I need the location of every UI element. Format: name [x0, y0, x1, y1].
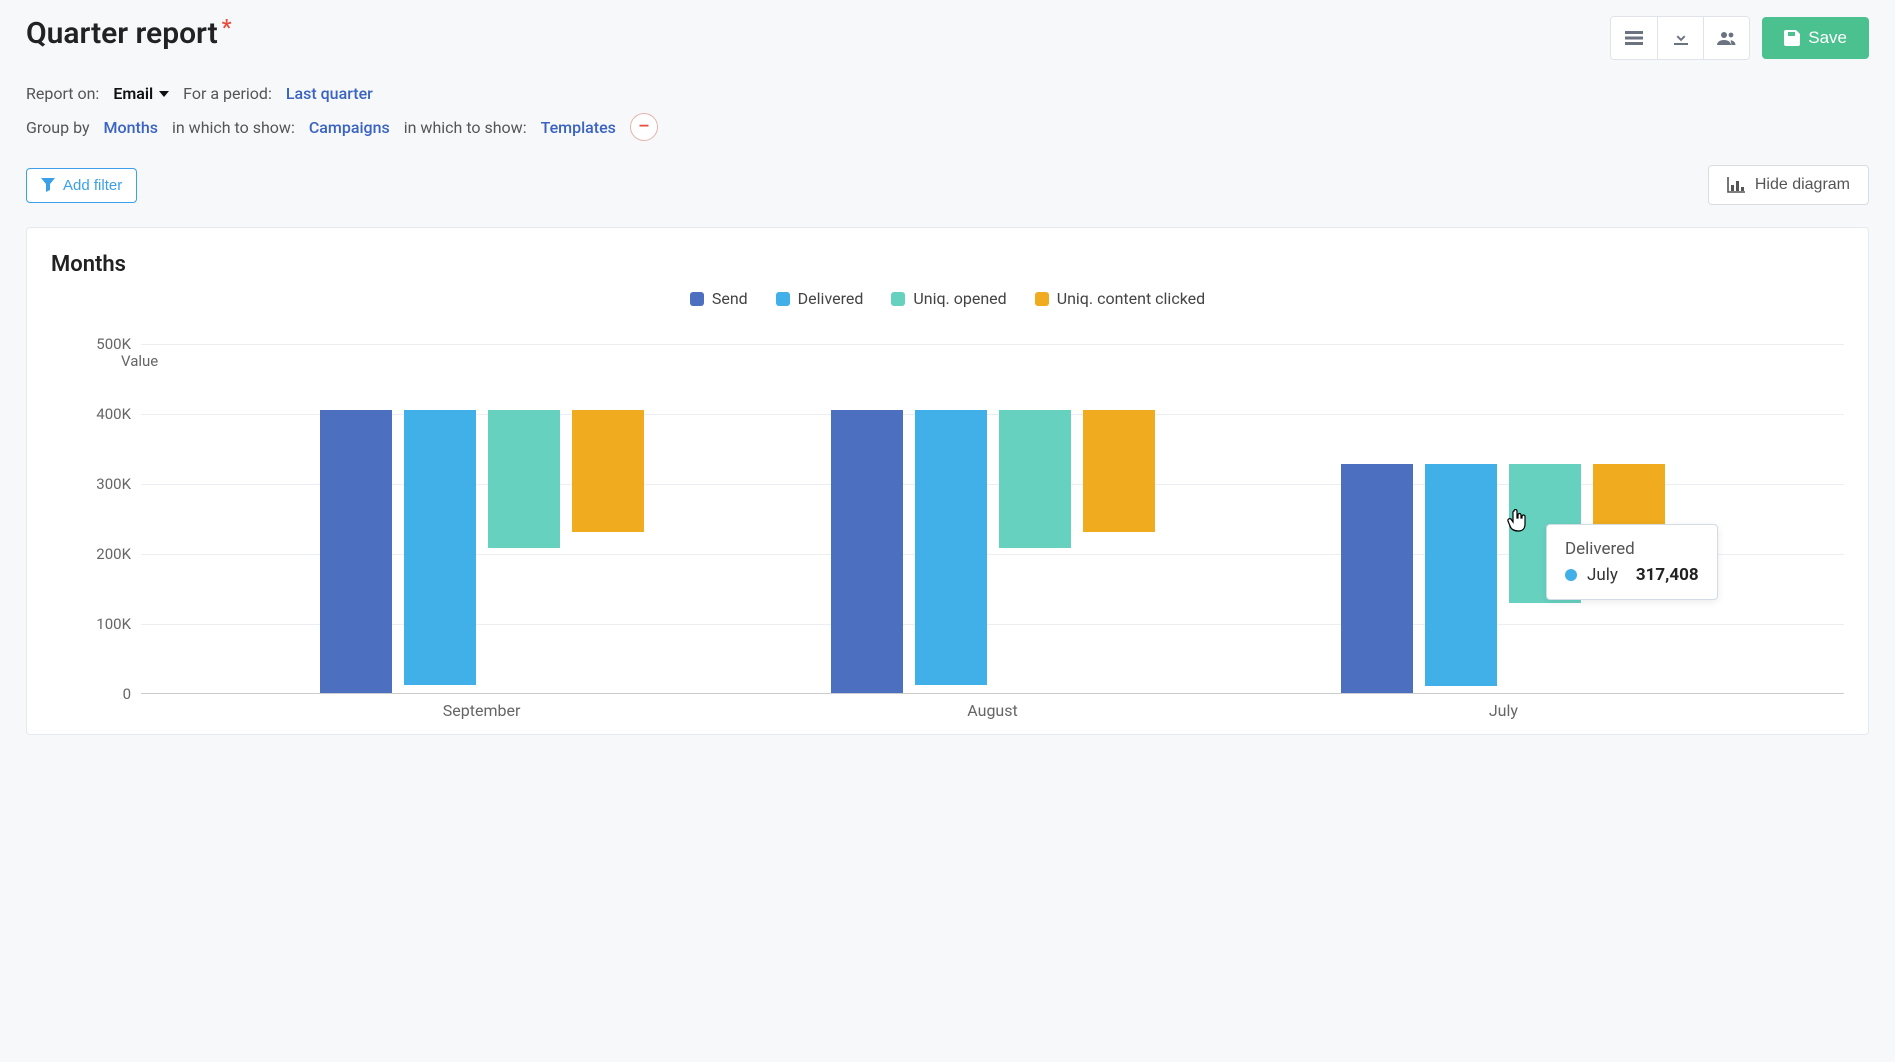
tooltip-dot: [1565, 569, 1577, 581]
y-tick-label: 300K: [96, 475, 141, 493]
tooltip-value: 317,408: [1636, 565, 1699, 585]
report-on-value: Email: [113, 84, 153, 103]
share-button[interactable]: [1703, 17, 1749, 59]
legend-swatch: [891, 292, 905, 306]
bar-group: [831, 410, 1155, 694]
download-button[interactable]: [1657, 17, 1703, 59]
bar[interactable]: [1083, 410, 1155, 533]
save-button[interactable]: Save: [1762, 17, 1869, 59]
minus-icon: –: [638, 118, 650, 136]
people-icon: [1717, 31, 1737, 45]
chart-card: Months Send Delivered Uniq. opened Uniq. co…: [26, 227, 1869, 735]
bar[interactable]: [999, 410, 1071, 549]
bar[interactable]: [1341, 464, 1413, 693]
chart-area: Value 0100K200K300K400K500KSeptemberAugu…: [51, 344, 1844, 694]
show1-label: in which to show:: [172, 118, 295, 137]
download-icon: [1672, 29, 1690, 47]
legend-swatch: [1035, 292, 1049, 306]
bar[interactable]: [488, 410, 560, 549]
legend-item[interactable]: Send: [690, 289, 748, 308]
list-view-button[interactable]: [1611, 17, 1657, 59]
y-tick-label: 200K: [96, 545, 141, 563]
page-title: Quarter report: [26, 16, 218, 51]
remove-grouping-button[interactable]: –: [630, 113, 658, 141]
y-tick-label: 500K: [96, 335, 141, 353]
show2-select[interactable]: Templates: [541, 118, 616, 137]
x-tick-label: August: [967, 701, 1017, 720]
legend-label: Delivered: [798, 289, 864, 308]
legend-label: Uniq. content clicked: [1057, 289, 1205, 308]
chart-plot[interactable]: 0100K200K300K400K500KSeptemberAugustJuly…: [141, 344, 1844, 694]
legend-swatch: [690, 292, 704, 306]
y-tick-label: 0: [123, 685, 141, 703]
hide-diagram-label: Hide diagram: [1755, 176, 1850, 194]
bar[interactable]: [831, 410, 903, 694]
add-filter-label: Add filter: [63, 177, 122, 194]
legend-swatch: [776, 292, 790, 306]
y-tick-label: 100K: [96, 615, 141, 633]
bar-chart-icon: [1727, 177, 1745, 193]
toolbar-actions: Save: [1610, 16, 1869, 60]
chart-title: Months: [51, 252, 1844, 277]
bar[interactable]: [1425, 464, 1497, 686]
show2-label: in which to show:: [404, 118, 527, 137]
x-tick-label: September: [443, 701, 521, 720]
bar[interactable]: [915, 410, 987, 685]
report-on-select[interactable]: Email: [113, 84, 169, 103]
report-on-label: Report on:: [26, 84, 99, 103]
gridline: [141, 344, 1844, 345]
legend-label: Uniq. opened: [913, 289, 1006, 308]
filter-icon: [41, 178, 55, 192]
list-icon: [1625, 31, 1643, 45]
x-tick-label: July: [1489, 701, 1518, 720]
group-by-label: Group by: [26, 118, 90, 137]
hide-diagram-button[interactable]: Hide diagram: [1708, 165, 1869, 205]
legend-item[interactable]: Uniq. opened: [891, 289, 1006, 308]
chevron-down-icon: [159, 91, 169, 97]
bar[interactable]: [320, 410, 392, 694]
tooltip-category: July: [1587, 565, 1618, 585]
tooltip-series: Delivered: [1565, 539, 1699, 559]
save-button-label: Save: [1808, 28, 1847, 48]
group-by-select[interactable]: Months: [104, 118, 158, 137]
bar[interactable]: [404, 410, 476, 685]
period-select[interactable]: Last quarter: [286, 84, 373, 103]
add-filter-button[interactable]: Add filter: [26, 168, 137, 203]
report-controls: Report on: Email For a period: Last quar…: [26, 84, 1869, 141]
save-icon: [1784, 30, 1800, 46]
bar[interactable]: [572, 410, 644, 533]
chart-tooltip: Delivered July 317,408: [1546, 524, 1718, 600]
legend-item[interactable]: Uniq. content clicked: [1035, 289, 1205, 308]
icon-button-group: [1610, 16, 1750, 60]
show1-select[interactable]: Campaigns: [309, 118, 390, 137]
legend-label: Send: [712, 289, 748, 308]
y-tick-label: 400K: [96, 405, 141, 423]
bar-group: [320, 410, 644, 694]
period-label: For a period:: [183, 84, 272, 103]
required-marker: *: [222, 16, 232, 41]
chart-legend: Send Delivered Uniq. opened Uniq. content c…: [51, 289, 1844, 308]
legend-item[interactable]: Delivered: [776, 289, 864, 308]
